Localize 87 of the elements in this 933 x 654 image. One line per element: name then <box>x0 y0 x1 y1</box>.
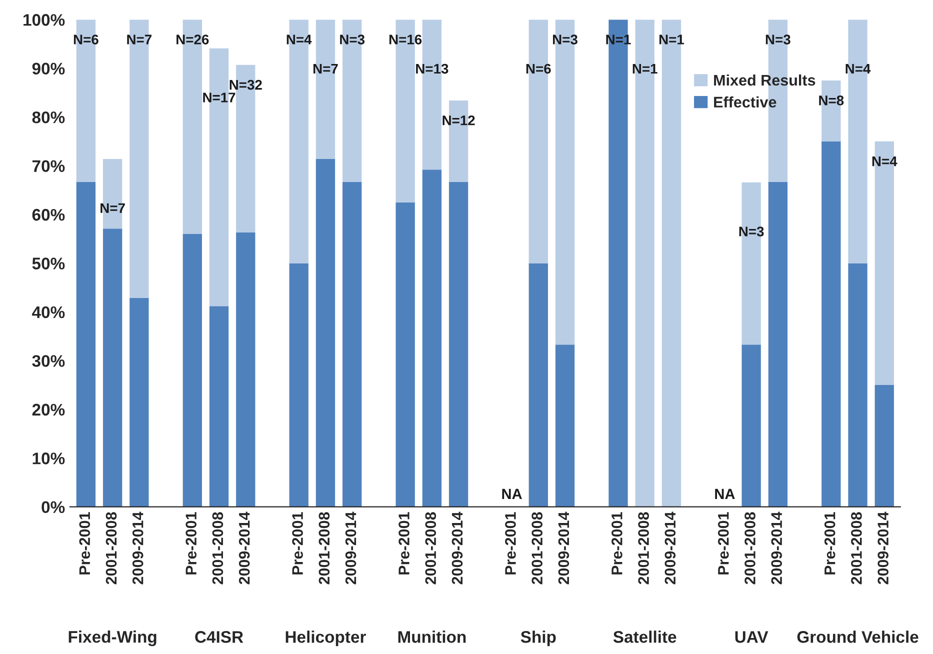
bar <box>848 263 868 507</box>
text: Ground Vehicle <box>797 630 918 643</box>
x-tick-label: 2001-2008 <box>638 512 649 584</box>
x-tick-label: 2001-2008 <box>851 512 862 584</box>
x-tick-label: Pre-2001 <box>398 512 410 574</box>
x-tick-label: Pre-2001 <box>292 512 303 574</box>
bar <box>822 141 841 507</box>
x-tick-label: 2009-2014 <box>132 512 144 584</box>
bar <box>236 232 256 507</box>
bar <box>182 234 202 507</box>
annotation: N=12 <box>442 115 475 126</box>
x-tick-label: Pre-2001 <box>186 512 196 574</box>
y-tick-label: 0% <box>42 501 65 514</box>
bar <box>768 182 788 507</box>
annotation: N=7 <box>127 34 152 44</box>
bar <box>528 263 548 507</box>
annotation: N=6 <box>74 34 98 44</box>
bar <box>209 306 229 507</box>
annotation: N=13 <box>416 64 448 74</box>
bar <box>874 385 894 507</box>
x-tick-label: 2009-2014 <box>558 512 570 584</box>
x-tick-label: 2009-2014 <box>238 512 250 584</box>
y-tick-label: 100% <box>24 14 65 26</box>
bar <box>555 344 575 507</box>
bar <box>448 182 468 507</box>
bar <box>316 158 336 507</box>
y-tick-label: 80% <box>32 111 65 124</box>
y-tick-label: 10% <box>32 452 65 464</box>
legend-label: Effective <box>714 96 776 108</box>
annotation: N=3 <box>340 34 365 44</box>
annotation: N=3 <box>553 34 578 44</box>
annotation: N=3 <box>739 226 764 236</box>
annotation: N=1 <box>659 34 684 44</box>
y-tick-label: 50% <box>32 258 65 270</box>
x-tick-label: 2009-2014 <box>345 512 356 584</box>
text: Helicopter <box>286 630 366 646</box>
annotation: N=16 <box>389 34 422 44</box>
x-tick-label: 2001-2008 <box>318 512 330 584</box>
x-tick-label: Pre-2001 <box>824 512 836 574</box>
annotation: N=4 <box>872 156 898 166</box>
x-tick-label: 2001-2008 <box>106 512 117 584</box>
y-tick-label: 60% <box>32 208 65 221</box>
annotation: N=26 <box>176 34 209 44</box>
x-tick-label: 2001-2008 <box>532 512 542 584</box>
y-tick-label: 20% <box>32 404 65 416</box>
annotation: N=3 <box>766 34 790 44</box>
x-tick-label: Pre-2001 <box>505 512 516 574</box>
annotation: N=32 <box>230 80 262 90</box>
text: UAV <box>735 631 768 643</box>
bar <box>396 202 415 507</box>
annotation: N=7 <box>100 203 125 213</box>
y-tick-label: 90% <box>32 62 65 75</box>
bar <box>742 344 761 507</box>
bar <box>130 298 149 507</box>
annotation: N=17 <box>203 92 236 102</box>
x-tick-label: 2001-2008 <box>212 512 224 584</box>
annotation: N=4 <box>846 64 871 74</box>
x-tick-label: 2009-2014 <box>771 512 782 584</box>
bar <box>422 170 442 507</box>
annotation: NA <box>715 488 735 499</box>
annotation: N=7 <box>313 64 338 74</box>
x-tick-label: Pre-2001 <box>79 512 90 574</box>
x-tick-label: Pre-2001 <box>612 512 622 574</box>
bar <box>76 182 96 507</box>
annotation: N=4 <box>286 34 312 44</box>
annotation: N=8 <box>819 96 844 106</box>
y-tick-label: 70% <box>32 160 65 172</box>
text: Munition <box>398 630 466 643</box>
x-tick-label: 2009-2014 <box>452 512 463 584</box>
x-tick-label: 2009-2014 <box>878 512 888 584</box>
y-tick-label: 40% <box>32 306 65 318</box>
bar <box>342 182 362 507</box>
text: Satellite <box>613 630 676 643</box>
legend-label: Mixed Results <box>714 74 816 86</box>
x-tick-label: 2001-2008 <box>425 512 436 584</box>
text: Ship <box>520 630 556 646</box>
bar <box>289 263 308 507</box>
annotation: NA <box>502 488 522 499</box>
x-tick-label: Pre-2001 <box>718 512 729 574</box>
y-tick-label: 30% <box>32 355 65 367</box>
text: C4ISR <box>195 631 244 643</box>
x-tick-label: 2009-2014 <box>664 512 676 584</box>
bar <box>102 228 122 507</box>
x-tick-label: 2001-2008 <box>744 512 756 584</box>
annotation: N=1 <box>632 64 658 74</box>
annotation: N=6 <box>526 64 551 74</box>
text: Fixed-Wing <box>68 630 156 646</box>
